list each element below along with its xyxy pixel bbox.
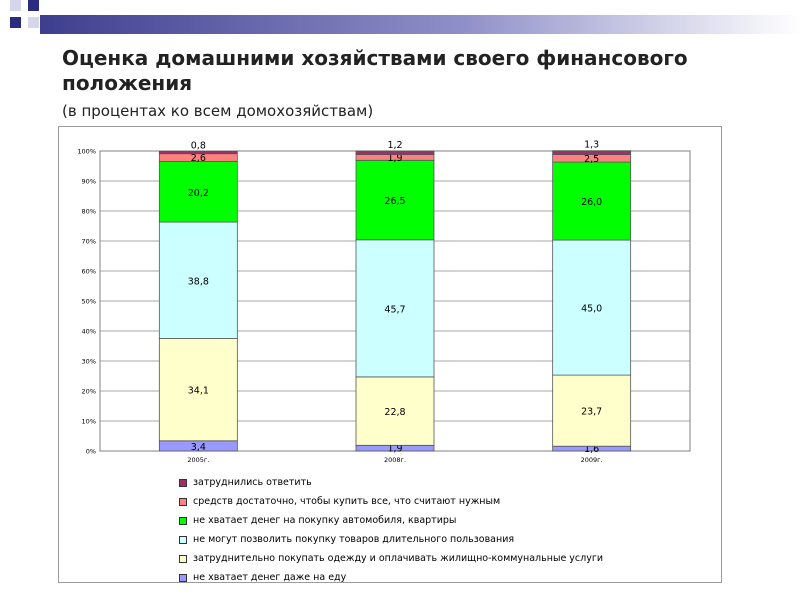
legend-item: средств достаточно, чтобы купить все, чт… (179, 492, 709, 511)
legend-label: затруднились ответить (193, 477, 312, 488)
bar-segment (355, 150, 435, 155)
y-tick-label: 90% (82, 178, 96, 186)
bar-segment (355, 376, 435, 446)
legend-label: средств достаточно, чтобы купить все, чт… (193, 496, 501, 507)
x-tick-label: 2008г. (384, 456, 406, 464)
data-label: 20,2 (188, 188, 209, 199)
legend-swatch (179, 554, 187, 563)
data-label: 34,1 (188, 386, 209, 397)
y-tick-label: 0% (86, 448, 96, 456)
x-tick-label: 2009г. (581, 456, 603, 464)
data-label: 1,9 (387, 153, 402, 164)
bar-segment (552, 150, 632, 156)
y-tick-label: 100% (77, 148, 96, 156)
legend-swatch (179, 497, 187, 506)
title-block: Оценка домашними хозяйствами своего фина… (62, 46, 782, 120)
y-tick-label: 60% (82, 268, 96, 276)
data-label: 0,8 (191, 140, 206, 151)
y-tick-label: 40% (82, 328, 96, 336)
y-tick-label: 50% (82, 298, 96, 306)
bar-segment (355, 159, 435, 241)
slide-title: Оценка домашними хозяйствами своего фина… (62, 46, 688, 95)
deco-square (28, 17, 39, 28)
bar-segment (158, 221, 238, 339)
legend-label: затруднительно покупать одежду и оплачив… (193, 553, 604, 564)
stacked-bar-chart: 0% 10% 20% 30% 40% 50% 60% 70% 80% 90% 100% 3,4 34,1… (77, 140, 691, 464)
data-label: 1,2 (387, 140, 402, 151)
legend-item: не могут позволить покупку товаров длите… (179, 530, 709, 549)
bar-segment (158, 338, 238, 442)
data-label: 1,6 (584, 444, 599, 455)
data-label: 45,0 (581, 304, 602, 315)
data-label: 23,7 (581, 407, 602, 418)
legend-swatch (179, 535, 187, 544)
bar-segment (158, 150, 238, 155)
y-tick-label: 20% (82, 388, 96, 396)
slide-subtitle: (в процентах ко всем домохозяйствам) (62, 102, 374, 120)
data-label: 1,9 (387, 444, 402, 455)
data-label: 26,0 (581, 197, 602, 208)
legend-swatch (179, 573, 187, 582)
y-tick-label: 80% (82, 208, 96, 216)
legend-swatch (179, 516, 187, 525)
deco-square (10, 17, 21, 28)
data-label: 45,7 (384, 304, 405, 315)
bar-segment (355, 239, 435, 378)
legend-item: затруднились ответить (179, 473, 709, 492)
y-tick-label: 70% (82, 238, 96, 246)
legend-label: не могут позволить покупку товаров длите… (193, 534, 515, 545)
x-tick-label: 2005г. (187, 456, 209, 464)
bar-segment (552, 374, 632, 447)
chart-legend: затруднились ответить средств достаточно,… (179, 473, 709, 587)
data-label: 2,5 (584, 154, 599, 165)
legend-item: затруднительно покупать одежду и оплачив… (179, 549, 709, 568)
data-label: 2,6 (191, 153, 206, 164)
y-tick-label: 30% (82, 358, 96, 366)
data-label: 1,3 (584, 140, 599, 151)
data-label: 3,4 (191, 442, 206, 453)
legend-label: не хватает денег даже на еду (193, 572, 347, 583)
deco-square (10, 0, 21, 11)
slide-decoration (10, 0, 800, 34)
legend-item: не хватает денег на покупку автомобиля, … (179, 511, 709, 530)
data-label: 22,8 (384, 407, 405, 418)
data-label: 26,5 (384, 196, 405, 207)
bar-segment (552, 239, 632, 376)
deco-square (28, 0, 39, 11)
legend-swatch (179, 478, 187, 487)
chart-container: 0% 10% 20% 30% 40% 50% 60% 70% 80% 90% 100% 3,4 34,1… (58, 126, 722, 583)
header-gradient-bar (40, 15, 800, 34)
bar-segment (552, 161, 632, 241)
data-label: 38,8 (188, 276, 209, 287)
bar-segment (158, 161, 238, 223)
legend-label: не хватает денег на покупку автомобиля, … (193, 515, 457, 526)
legend-item: не хватает денег даже на еду (179, 568, 709, 587)
y-tick-label: 10% (82, 418, 96, 426)
